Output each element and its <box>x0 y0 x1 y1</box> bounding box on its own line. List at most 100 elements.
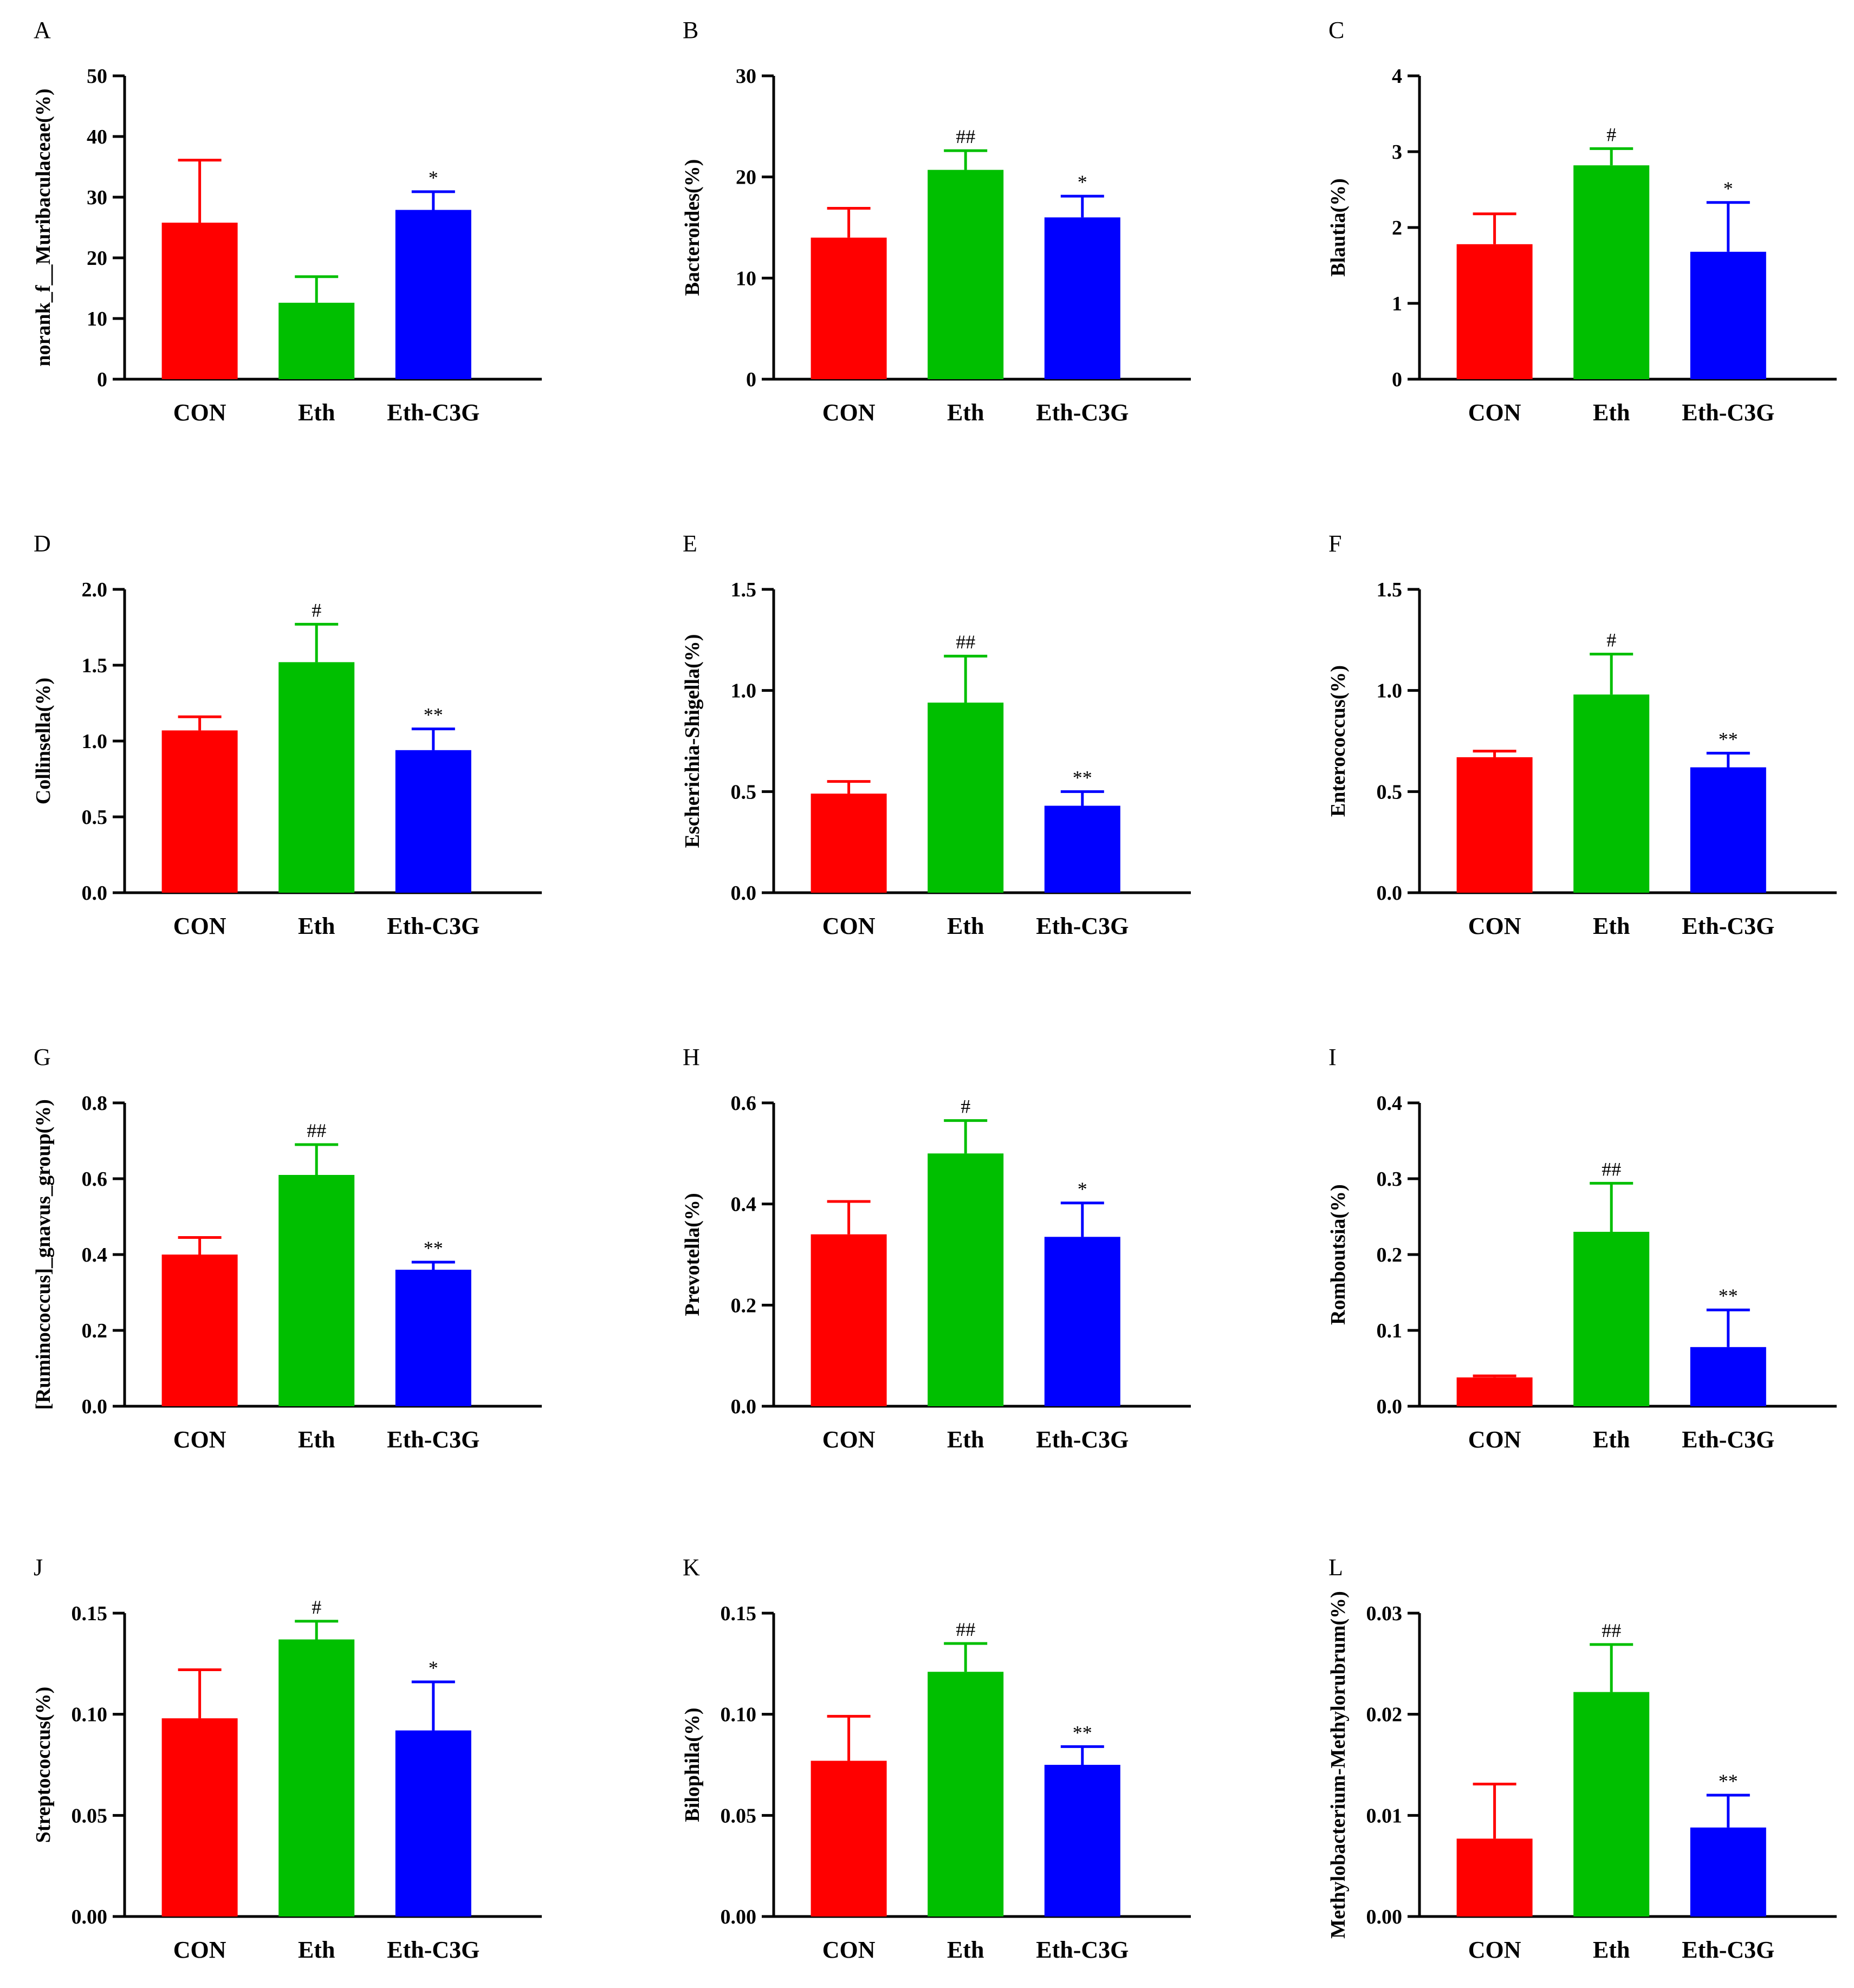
y-axis-label: Enterococcus(%) <box>1327 665 1350 817</box>
y-tick-label: 0.0 <box>1377 1395 1403 1418</box>
category-label: Eth-C3G <box>387 1426 479 1453</box>
category-label: Eth <box>947 1937 984 1963</box>
chart-panel-b: B 0 10 20 30 Bacteroides(%) CON ## Eth * Eth-C3G <box>681 17 1191 426</box>
y-tick-label: 0.5 <box>1377 781 1403 803</box>
category-label: CON <box>822 1426 876 1453</box>
y-tick-label: 0.0 <box>731 882 757 905</box>
y-tick-label: 0.5 <box>731 781 757 803</box>
y-tick-label: 0.5 <box>82 806 108 829</box>
chart-panel-f: F 0.0 0.5 1.0 1.5 Enterococcus(%) CON # Eth ** Eth… <box>1327 530 1837 939</box>
y-tick-label: 0 <box>1392 368 1402 391</box>
y-tick-label: 0.8 <box>82 1092 108 1115</box>
significance-mark: # <box>312 1596 321 1618</box>
y-tick-label: 40 <box>87 126 107 148</box>
category-label: Eth <box>947 913 984 939</box>
category-label: Eth-C3G <box>1036 1426 1129 1453</box>
bar-eth-c3g <box>1044 1765 1120 1916</box>
y-tick-label: 0.3 <box>1377 1168 1403 1191</box>
bar-con <box>811 794 887 893</box>
bar-eth <box>1573 1232 1650 1406</box>
chart-panel-d: D 0.0 0.5 1.0 1.5 2.0 Collinsella(%) CON # Eth ** E… <box>32 530 542 939</box>
panel-letter: D <box>34 530 51 557</box>
y-tick-label: 1.0 <box>731 680 757 703</box>
y-tick-label: 0 <box>746 368 756 391</box>
y-tick-label: 2.0 <box>82 579 108 601</box>
significance-mark: ** <box>1719 1770 1738 1792</box>
y-tick-label: 0.4 <box>82 1244 108 1266</box>
significance-mark: ## <box>307 1120 326 1141</box>
significance-mark: ## <box>1602 1158 1621 1180</box>
bar-con <box>161 223 238 379</box>
y-tick-label: 0.0 <box>82 1395 108 1418</box>
significance-mark: # <box>961 1096 970 1118</box>
y-tick-label: 0.4 <box>1377 1092 1403 1115</box>
category-label: Eth <box>298 399 335 426</box>
y-tick-label: 10 <box>736 267 756 290</box>
y-axis-label: Methylobacterium-Methylorubrum(%) <box>1327 1591 1350 1939</box>
y-tick-label: 1 <box>1392 293 1402 315</box>
bar-eth-c3g <box>395 210 471 379</box>
bar-eth <box>1573 694 1650 893</box>
category-label: Eth <box>1593 913 1630 939</box>
category-label: CON <box>1468 399 1521 426</box>
bar-eth-c3g <box>1044 805 1120 893</box>
y-tick-label: 0.00 <box>1366 1906 1403 1928</box>
category-label: CON <box>173 1426 226 1453</box>
y-tick-label: 0.6 <box>731 1092 757 1115</box>
category-label: Eth-C3G <box>1036 399 1129 426</box>
bar-con <box>1456 1838 1533 1916</box>
panel-letter: A <box>34 17 51 43</box>
y-tick-label: 0.10 <box>721 1704 757 1726</box>
bar-eth <box>278 302 355 379</box>
significance-mark: # <box>1606 629 1616 651</box>
y-tick-label: 30 <box>736 65 756 88</box>
y-tick-label: 20 <box>87 247 107 270</box>
significance-mark: ## <box>956 1619 975 1640</box>
category-label: CON <box>1468 913 1521 939</box>
y-axis-label: norank_f__Muribaculaceae(%) <box>32 89 55 367</box>
bar-con <box>811 1760 887 1916</box>
bar-eth <box>928 1672 1004 1916</box>
category-label: CON <box>173 913 226 939</box>
significance-mark: ## <box>1602 1620 1621 1641</box>
y-axis-label: Blautia(%) <box>1327 178 1350 277</box>
y-tick-label: 0.15 <box>721 1602 757 1625</box>
y-tick-label: 0.00 <box>72 1906 108 1928</box>
chart-panel-g: G 0.0 0.2 0.4 0.6 0.8 [Ruminococcus]_gnavus_gr… <box>32 1044 542 1453</box>
chart-panel-k: K 0.00 0.05 0.10 0.15 Bilophila(%) CON ## Eth ** E… <box>681 1554 1191 1963</box>
significance-mark: # <box>312 599 321 621</box>
bar-eth-c3g <box>1044 217 1120 379</box>
bar-eth <box>1573 1692 1650 1916</box>
y-tick-label: 0.15 <box>72 1602 108 1625</box>
category-label: Eth <box>947 1426 984 1453</box>
chart-panel-i: I 0.0 0.1 0.2 0.3 0.4 Romboutsia(%) CON ## Eth ** E… <box>1327 1044 1837 1453</box>
bar-con <box>1456 757 1533 893</box>
panel-letter: C <box>1328 17 1344 43</box>
category-label: Eth-C3G <box>1682 399 1774 426</box>
y-tick-label: 1.5 <box>82 654 108 677</box>
y-tick-label: 0.05 <box>72 1804 108 1827</box>
y-tick-label: 30 <box>87 186 107 209</box>
category-label: Eth-C3G <box>1036 1937 1129 1963</box>
chart-panel-e: E 0.0 0.5 1.0 1.5 Escherichia-Shigella(%) CON #… <box>681 530 1191 939</box>
y-tick-label: 0.01 <box>1366 1804 1403 1827</box>
y-tick-label: 0.05 <box>721 1804 757 1827</box>
y-tick-label: 2 <box>1392 217 1402 239</box>
bar-con <box>161 1255 238 1406</box>
category-label: CON <box>822 399 876 426</box>
y-tick-label: 0.03 <box>1366 1602 1403 1625</box>
category-label: Eth-C3G <box>1036 913 1129 939</box>
bar-eth <box>928 703 1004 893</box>
y-tick-label: 0.2 <box>82 1320 108 1342</box>
category-label: Eth <box>1593 1426 1630 1453</box>
category-label: Eth-C3G <box>1682 913 1774 939</box>
bar-con <box>161 730 238 893</box>
significance-mark: ** <box>1719 728 1738 750</box>
bar-eth-c3g <box>1690 1827 1766 1916</box>
panel-letter: I <box>1328 1044 1337 1070</box>
significance-mark: # <box>1606 124 1616 145</box>
bar-con <box>811 237 887 379</box>
significance-mark: ## <box>956 126 975 147</box>
y-tick-label: 1.5 <box>731 579 757 601</box>
